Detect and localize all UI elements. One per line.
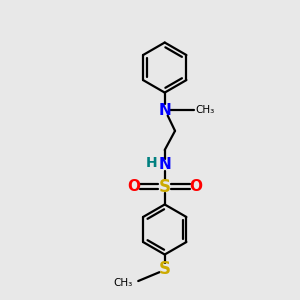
Text: O: O (127, 179, 140, 194)
Text: S: S (159, 178, 171, 196)
Text: O: O (189, 179, 202, 194)
Text: S: S (159, 260, 171, 278)
Text: N: N (158, 103, 171, 118)
Text: CH₃: CH₃ (196, 105, 215, 115)
Text: N: N (158, 157, 171, 172)
Text: CH₃: CH₃ (113, 278, 132, 287)
Text: H: H (146, 156, 158, 170)
